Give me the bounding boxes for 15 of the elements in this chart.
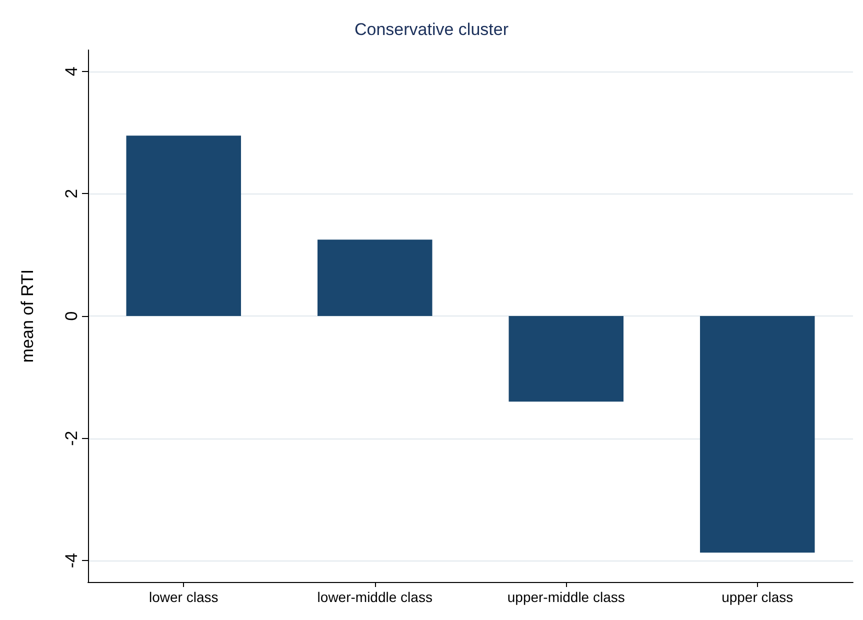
chart-title: Conservative cluster (354, 20, 509, 39)
x-tick-label: lower-middle class (317, 589, 432, 605)
bar (126, 136, 241, 316)
y-tick-label: 4 (62, 66, 81, 76)
x-tick-label: upper-middle class (507, 589, 625, 605)
bar (508, 316, 624, 402)
y-tick-label: 0 (62, 311, 81, 321)
x-tick-label: lower class (149, 589, 218, 605)
y-axis-title: mean of RTI (18, 269, 37, 363)
bar (318, 240, 432, 316)
bar (700, 316, 815, 553)
y-tick-label: 2 (62, 188, 81, 198)
y-tick-label: -4 (62, 553, 81, 568)
y-tick-label: -2 (62, 430, 81, 446)
x-tick-label: upper class (722, 589, 794, 605)
